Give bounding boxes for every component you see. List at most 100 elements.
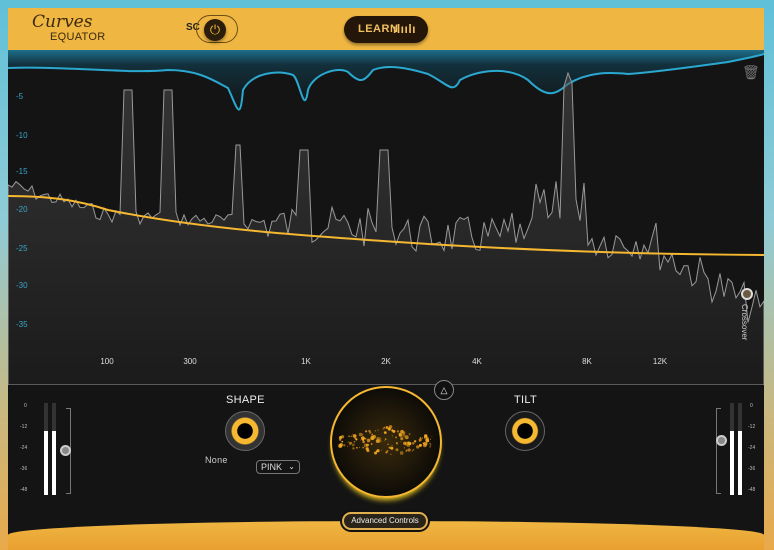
particle xyxy=(362,436,364,438)
expand-button[interactable]: △ xyxy=(434,380,454,400)
noise-type-select[interactable]: PINK ⌄ xyxy=(256,460,300,474)
particle xyxy=(429,446,431,448)
output-gain-track xyxy=(716,408,721,494)
meter-tick: 0 xyxy=(750,403,753,409)
advanced-controls-button[interactable]: Advanced Controls xyxy=(342,512,428,530)
particle xyxy=(416,445,420,449)
power-icon: ⏻ xyxy=(209,22,221,37)
meter-tick: 0 xyxy=(24,403,27,409)
particle xyxy=(339,439,342,441)
shape-knob[interactable] xyxy=(225,411,265,451)
particle xyxy=(411,441,415,445)
output-gain-slider[interactable] xyxy=(716,435,727,446)
learn-button[interactable]: LEARN ılıılı xyxy=(344,16,428,43)
y-tick: -30 xyxy=(16,281,28,290)
x-tick: 12K xyxy=(652,357,668,366)
particle xyxy=(413,440,417,443)
trash-icon[interactable]: 🗑 xyxy=(742,64,760,80)
particle xyxy=(361,438,364,441)
x-tick: 8K xyxy=(582,357,592,366)
particle xyxy=(358,432,363,437)
input-meter: 0 -12 -24 -36 -48 xyxy=(20,403,80,503)
tilt-knob[interactable] xyxy=(505,411,545,451)
y-tick: -15 xyxy=(16,167,28,176)
particle xyxy=(400,437,404,441)
y-tick: -5 xyxy=(16,92,24,101)
particle xyxy=(403,447,405,449)
particle xyxy=(391,429,394,432)
particle xyxy=(396,430,400,433)
particle xyxy=(387,443,389,446)
particle xyxy=(391,435,393,437)
eq-graph[interactable]: -5 -10 -15 -20 -25 -30 -35 100 300 1K 2K… xyxy=(8,50,764,386)
particle xyxy=(412,448,415,451)
x-tick: 300 xyxy=(183,357,197,366)
particle xyxy=(391,444,393,446)
y-tick: -10 xyxy=(16,131,28,140)
sidechain-label: SC xyxy=(186,22,200,33)
meter-tick: -48 xyxy=(20,487,28,493)
particle xyxy=(385,451,388,454)
particle-cloud xyxy=(338,425,433,456)
dynamic-band-fill xyxy=(8,50,764,110)
meter-tick: -36 xyxy=(20,466,28,472)
particle xyxy=(348,435,351,438)
particle xyxy=(383,431,387,435)
particle xyxy=(400,441,402,443)
target-curve xyxy=(8,195,764,256)
particle xyxy=(418,438,422,442)
particle xyxy=(355,435,357,437)
meter-tick: -24 xyxy=(748,445,756,451)
meter-bar-left xyxy=(44,403,48,495)
particle xyxy=(366,438,371,443)
particle xyxy=(368,429,371,433)
noise-type-value: PINK xyxy=(261,462,283,472)
meter-tick: -36 xyxy=(748,466,756,472)
particle xyxy=(379,437,382,439)
shape-value: None xyxy=(205,455,228,465)
particle xyxy=(376,450,379,453)
x-tick: 1K xyxy=(301,357,311,366)
particle xyxy=(395,441,399,445)
particle xyxy=(349,441,352,445)
crossover-handle[interactable] xyxy=(741,288,753,300)
output-meter: 0 -12 -24 -36 -48 xyxy=(706,403,764,503)
logo: Curves EQUATOR xyxy=(28,12,108,46)
particle xyxy=(365,430,368,433)
particle xyxy=(362,446,364,449)
plugin-window: Curves EQUATOR SC ⏻ LEARN ılıılı -5 -10 -… xyxy=(8,8,764,550)
sidechain-power-button[interactable]: ⏻ xyxy=(204,19,226,41)
particle xyxy=(407,448,411,452)
input-gain-slider[interactable] xyxy=(60,445,71,456)
particle xyxy=(339,436,342,439)
particle xyxy=(390,453,392,456)
y-tick: -35 xyxy=(16,320,28,329)
particle xyxy=(425,439,428,442)
particle xyxy=(384,438,387,440)
x-tick: 4K xyxy=(472,357,482,366)
shape-label: SHAPE xyxy=(226,394,265,406)
particle xyxy=(419,437,422,439)
particle xyxy=(338,437,342,441)
particle xyxy=(429,442,431,445)
particle xyxy=(427,440,430,442)
particle xyxy=(362,440,365,442)
particle xyxy=(399,451,404,455)
particle xyxy=(353,440,356,443)
visualizer-orb xyxy=(330,386,442,498)
particle xyxy=(347,441,350,444)
particle xyxy=(347,445,349,447)
particle xyxy=(370,443,373,445)
particle xyxy=(358,446,361,449)
dynamic-band-line xyxy=(8,53,764,111)
particle xyxy=(353,434,357,438)
particle xyxy=(372,434,376,439)
particle xyxy=(381,449,383,451)
particle xyxy=(421,437,423,439)
meter-tick: -12 xyxy=(748,424,756,430)
particle xyxy=(384,440,386,441)
particle xyxy=(388,446,392,449)
particle xyxy=(402,433,406,437)
spectrum-fill xyxy=(8,71,764,386)
particle xyxy=(395,448,399,452)
